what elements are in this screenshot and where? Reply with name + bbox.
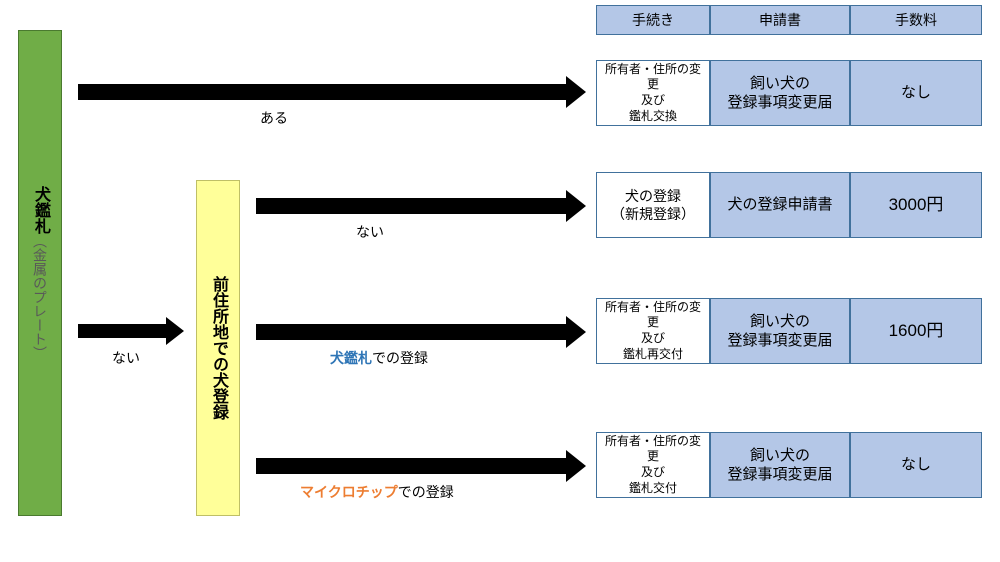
arrow-5-label: マイクロチップでの登録 [300,482,454,502]
header-fee: 手数料 [850,5,982,35]
arrow-1-label: ある [260,108,288,128]
arrow-5-rest: での登録 [398,484,454,500]
row3-procedure: 所有者・住所の変更 及び 鑑札再交付 [596,298,710,364]
dog-tag-subtitle: （金属のプレート） [30,234,50,360]
arrow-4-rest: での登録 [372,350,428,366]
row3-fee: 1600円 [850,298,982,364]
dog-tag-box: 犬鑑札 （金属のプレート） [18,30,62,516]
row2-application: 犬の登録申請書 [710,172,850,238]
arrow-3 [256,198,568,214]
arrow-2 [78,324,168,338]
row2-procedure: 犬の登録 （新規登録） [596,172,710,238]
arrow-5 [256,458,568,474]
row2-fee: 3000円 [850,172,982,238]
prev-address-box: 前住所地での犬登録 [196,180,240,516]
arrow-4-keyword: 犬鑑札 [330,350,372,366]
row3-application: 飼い犬の 登録事項変更届 [710,298,850,364]
row1-application: 飼い犬の 登録事項変更届 [710,60,850,126]
dog-tag-title: 犬鑑札 [28,186,52,234]
header-procedure: 手続き [596,5,710,35]
row1-fee: なし [850,60,982,126]
arrow-2-label: ない [112,348,140,368]
arrow-1 [78,84,568,100]
row4-application: 飼い犬の 登録事項変更届 [710,432,850,498]
arrow-4-label: 犬鑑札での登録 [330,348,428,368]
row4-procedure: 所有者・住所の変更 及び 鑑札交付 [596,432,710,498]
arrow-4 [256,324,568,340]
arrow-3-label: ない [356,222,384,242]
row4-fee: なし [850,432,982,498]
row1-procedure: 所有者・住所の変更 及び 鑑札交換 [596,60,710,126]
arrow-5-keyword: マイクロチップ [300,484,398,500]
prev-address-title: 前住所地での犬登録 [206,276,230,420]
header-application: 申請書 [710,5,850,35]
